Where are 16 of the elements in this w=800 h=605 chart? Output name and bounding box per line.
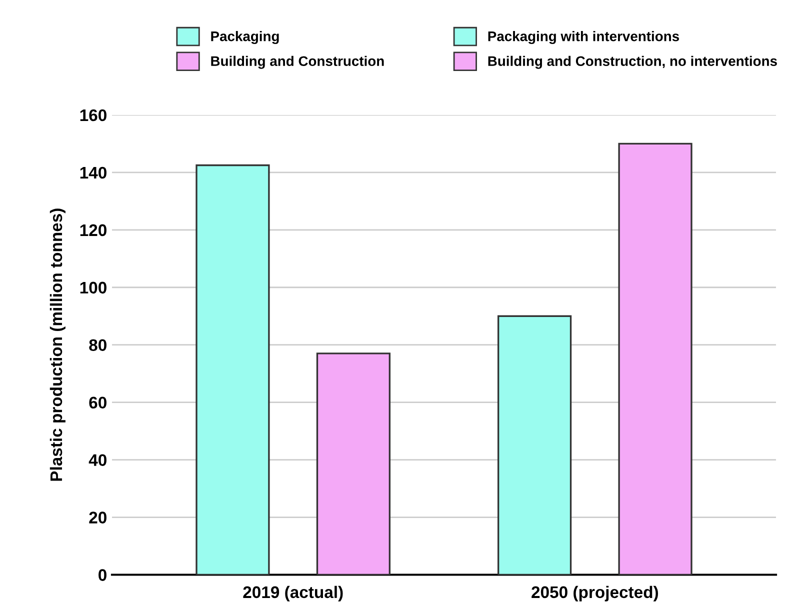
y-tick-label: 160 <box>80 109 106 122</box>
y-tick-label: 80 <box>89 339 106 352</box>
x-tick-label: 2019 (actual) <box>243 586 343 602</box>
legend-label: Building and Construction, no interventions <box>488 56 777 69</box>
x-tick-label: 2050 (projected) <box>532 586 658 602</box>
y-tick-label: 140 <box>80 166 106 179</box>
y-tick-label: 40 <box>88 454 106 466</box>
y-axis-title: Plastic production (million tonnes) <box>50 208 66 481</box>
legend-label: Building and Construction <box>211 56 384 69</box>
y-tick-label: 120 <box>80 224 106 236</box>
legend-label: Packaging with interventions <box>488 31 679 44</box>
y-tick-label: 20 <box>89 512 106 524</box>
legend-label: Packaging <box>211 31 279 44</box>
y-tick-label: 60 <box>89 396 106 409</box>
y-tick-label: 0 <box>98 569 106 581</box>
y-tick-label: 100 <box>80 282 106 294</box>
